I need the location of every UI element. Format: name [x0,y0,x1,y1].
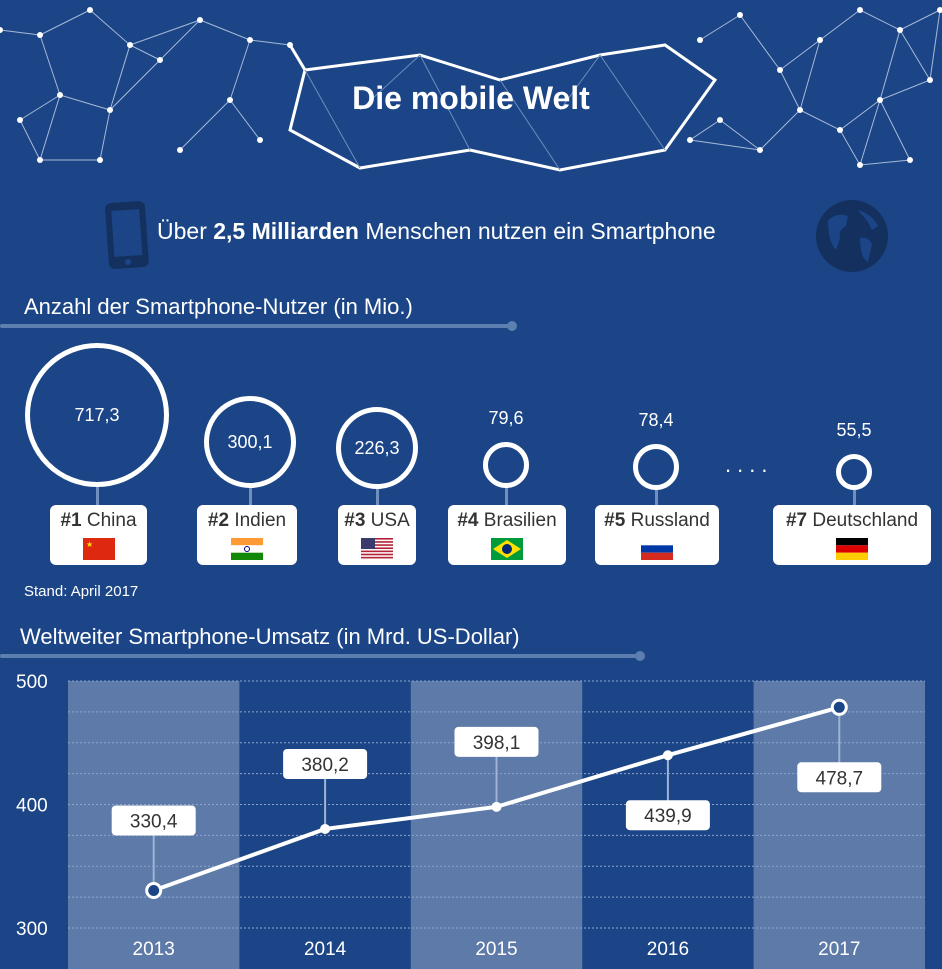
user-count-circle-deutschland [836,454,872,490]
y-tick-label: 500 [16,672,48,693]
column-band [410,681,583,969]
user-count-circle-brasilien [483,442,529,488]
country-card-deutschland: #7 Deutschland [773,505,931,565]
country-card-indien: #2 Indien [197,505,297,565]
data-label-box [454,726,539,757]
user-count-value: 226,3 [354,437,400,458]
data-label: 439,9 [644,806,692,827]
revenue-chart: 300 400 500 330,4 2013 380,2 2014 398,1 2015 439,… [16,672,925,969]
country-card-china: #1 China ★ [50,505,147,565]
user-count-value: 78,4 [638,410,674,430]
y-tick-label: 300 [16,919,48,940]
user-count-value: 79,6 [488,408,524,428]
connector-line [249,486,252,505]
connector-line [96,485,99,505]
data-label: 330,4 [130,811,178,832]
country-label: #1 China [60,510,137,531]
connector-line [655,488,658,505]
data-label-box [625,800,710,831]
data-point [491,801,502,812]
x-tick-label: 2014 [304,939,347,960]
section-divider [0,321,517,331]
country-card-usa: #3 USA [338,505,416,565]
country-label: #5 Russland [604,510,710,531]
data-point [830,698,848,716]
data-point [320,823,331,834]
data-label: 380,2 [301,755,349,776]
data-label-box [797,762,882,793]
flag-china-icon: ★ [82,538,115,560]
country-label: #2 Indien [207,510,287,531]
chart-title: Weltweiter Smartphone-Umsatz (in Mrd. US… [20,624,520,649]
page-title: Die mobile Welt [352,80,590,116]
country-label: #4 Brasilien [457,510,557,531]
globe-icon [816,200,888,272]
user-count-value: 717,3 [74,404,120,425]
connector-line [505,486,508,505]
connector-line [376,487,379,505]
country-label: #7 Deutschland [785,510,919,531]
network-pattern [0,7,942,172]
users-section-title: Anzahl der Smartphone-Nutzer (in Mio.) [24,294,413,319]
country-card-russland: #5 Russland [595,505,719,565]
user-count-value: 300,1 [227,431,273,452]
user-count-value: 55,5 [836,420,872,440]
tagline: Über 2,5 Milliarden Menschen nutzen ein … [157,218,716,244]
data-label: 478,7 [816,768,864,789]
section-divider [0,651,645,661]
svg-text:★: ★ [86,540,93,549]
data-label-box [283,748,368,779]
flag-indien-icon [231,538,263,560]
source-note: Stand: April 2017 [24,583,139,600]
x-tick-label: 2016 [647,939,689,960]
data-label: 398,1 [473,733,521,754]
flag-brasilien-icon [491,538,523,560]
data-point [145,881,163,899]
user-count-circle-indien: 300,1 [204,396,296,488]
data-label-box [111,805,196,836]
ellipsis: .... [725,452,774,477]
flag-deutschland-icon [836,538,868,560]
user-count-circle-usa: 226,3 [336,407,418,489]
flag-usa-icon [361,538,393,560]
x-tick-label: 2013 [133,939,175,960]
x-tick-label: 2015 [475,939,517,960]
y-tick-label: 400 [16,796,48,817]
country-label: #3 USA [344,510,410,531]
country-card-brasilien: #4 Brasilien [448,505,566,565]
user-count-circle-china: 717,3 [25,343,169,487]
user-count-circle-russland [633,444,679,490]
x-tick-label: 2017 [818,939,860,960]
flag-russland-icon [641,538,673,560]
smartphone-icon [105,201,149,269]
data-point [662,750,673,761]
connector-line [853,488,856,505]
